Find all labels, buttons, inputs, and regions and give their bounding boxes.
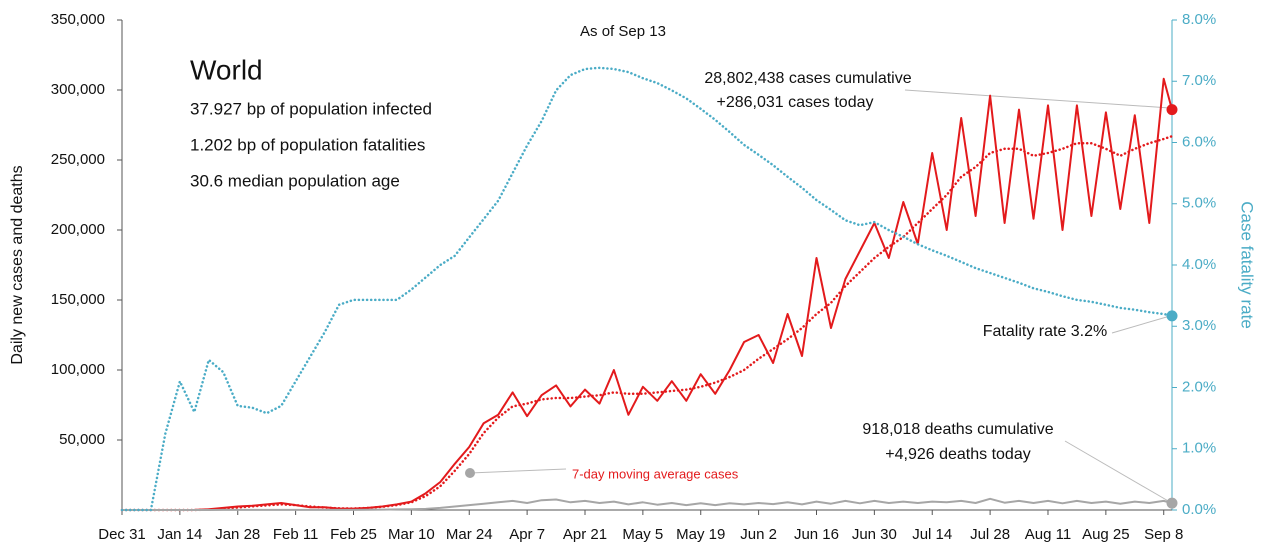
y-tick-label: 250,000 <box>51 151 105 168</box>
annotation: +4,926 deaths today <box>885 446 1030 463</box>
y2-axis-label: Case fatality rate <box>1238 201 1257 329</box>
y2-tick-label: 6.0% <box>1182 133 1216 150</box>
x-tick-label: Dec 31 <box>98 526 146 543</box>
x-tick-label: Feb 25 <box>330 526 377 543</box>
annotation: +286,031 cases today <box>716 94 873 111</box>
x-tick-label: Jan 14 <box>157 526 202 543</box>
annotation: 28,802,438 cases cumulative <box>704 70 911 87</box>
annotation: Fatality rate 3.2% <box>983 323 1108 340</box>
y-tick-label: 150,000 <box>51 291 105 308</box>
leader-line <box>1064 440 1171 503</box>
x-tick-label: Mar 24 <box>446 526 493 543</box>
y-tick-label: 350,000 <box>51 11 105 28</box>
y2-tick-label: 8.0% <box>1182 11 1216 28</box>
y-tick-label: 300,000 <box>51 81 105 98</box>
x-tick-label: Sep 8 <box>1144 526 1183 543</box>
y2-tick-label: 0.0% <box>1182 501 1216 518</box>
series-line <box>122 497 1173 511</box>
legend-label: 7-day moving average cases <box>572 466 739 481</box>
x-tick-label: Aug 25 <box>1082 526 1130 543</box>
leader-line <box>904 89 1171 109</box>
end-marker <box>1166 104 1178 116</box>
y2-tick-label: 1.0% <box>1182 440 1216 457</box>
y2-tick-label: 3.0% <box>1182 317 1216 334</box>
annotation: 918,018 deaths cumulative <box>862 421 1053 438</box>
leader-line <box>469 468 567 474</box>
y-tick-label: 200,000 <box>51 221 105 238</box>
y-tick-label: 50,000 <box>59 431 105 448</box>
y2-tick-label: 2.0% <box>1182 378 1216 395</box>
y2-tick-label: 5.0% <box>1182 195 1216 212</box>
x-tick-label: Jun 16 <box>794 526 839 543</box>
x-tick-label: May 5 <box>622 526 663 543</box>
end-marker <box>1166 310 1178 322</box>
x-tick-label: May 19 <box>676 526 725 543</box>
info-line: 37.927 bp of population infected <box>190 99 432 118</box>
x-tick-label: Jan 28 <box>215 526 260 543</box>
x-tick-label: Jun 30 <box>852 526 897 543</box>
x-tick-label: Apr 21 <box>563 526 607 543</box>
y2-tick-label: 4.0% <box>1182 256 1216 273</box>
x-tick-label: Feb 11 <box>273 526 319 543</box>
legend-dot <box>465 468 475 478</box>
y-tick-label: 100,000 <box>51 361 105 378</box>
end-marker <box>1166 497 1178 509</box>
y2-tick-label: 7.0% <box>1182 72 1216 89</box>
info-line: 30.6 median population age <box>190 171 400 190</box>
subtitle: As of Sep 13 <box>580 23 666 40</box>
series-line <box>120 66 1174 512</box>
x-tick-label: Apr 7 <box>509 526 545 543</box>
x-tick-label: Aug 11 <box>1025 526 1071 543</box>
info-line: 1.202 bp of population fatalities <box>190 135 425 154</box>
x-tick-label: Mar 10 <box>388 526 435 543</box>
x-tick-label: Jul 28 <box>970 526 1010 543</box>
chart-title: World <box>190 54 263 85</box>
leader-line <box>1111 315 1171 334</box>
series-line <box>120 134 1174 512</box>
x-tick-label: Jul 14 <box>912 526 952 543</box>
x-tick-label: Jun 2 <box>740 526 777 543</box>
y-axis-label: Daily new cases and deaths <box>9 165 26 364</box>
